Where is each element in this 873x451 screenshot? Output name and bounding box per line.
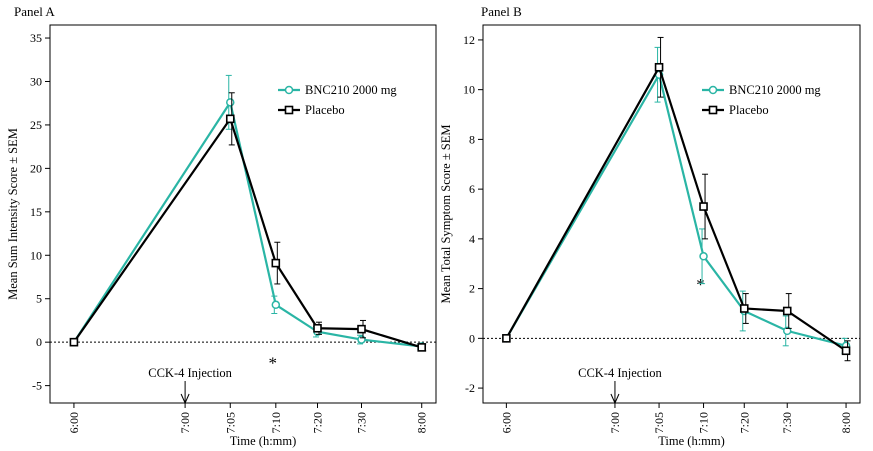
panel-label: Panel B bbox=[481, 4, 522, 19]
data-point bbox=[357, 335, 366, 344]
significance-star: * bbox=[269, 354, 278, 373]
series-line bbox=[505, 71, 847, 347]
y-tick-label: 4 bbox=[469, 232, 475, 246]
data-point bbox=[271, 300, 281, 310]
y-tick-label: 15 bbox=[30, 205, 42, 219]
y-tick-label: 0 bbox=[469, 331, 475, 345]
legend-label: Placebo bbox=[305, 103, 345, 117]
y-tick-label: 12 bbox=[463, 33, 475, 47]
y-tick-label: 10 bbox=[463, 83, 475, 97]
x-tick-label: 7:30 bbox=[355, 412, 369, 433]
series-placebo bbox=[69, 92, 427, 352]
y-tick-label: -5 bbox=[32, 379, 42, 393]
y-tick-label: 20 bbox=[30, 161, 42, 175]
series-line bbox=[73, 116, 423, 349]
y-tick-label: 5 bbox=[36, 292, 42, 306]
x-tick-label: 7:20 bbox=[737, 412, 751, 433]
plot-frame bbox=[482, 24, 861, 404]
data-point bbox=[782, 306, 792, 316]
x-tick-label: 7:00 bbox=[608, 412, 622, 433]
legend-marker bbox=[284, 85, 294, 95]
data-point bbox=[654, 62, 664, 72]
y-tick-label: 30 bbox=[30, 74, 42, 88]
x-tick-label: 7:00 bbox=[178, 412, 192, 433]
legend-label: Placebo bbox=[729, 103, 769, 117]
x-tick-label: 8:00 bbox=[415, 412, 429, 433]
data-point bbox=[225, 114, 235, 124]
data-point bbox=[271, 258, 281, 268]
data-point bbox=[226, 98, 235, 107]
x-tick-label: 7:05 bbox=[652, 412, 666, 433]
injection-arrow-head bbox=[180, 393, 190, 405]
data-point bbox=[699, 252, 708, 261]
legend-entry: BNC210 2000 mg bbox=[702, 83, 821, 97]
x-tick-label: 7:20 bbox=[310, 412, 324, 433]
x-tick-label: 6:00 bbox=[499, 412, 513, 433]
y-tick-label: 10 bbox=[30, 248, 42, 262]
injection-label: CCK-4 Injection bbox=[148, 366, 232, 380]
legend-entry: Placebo bbox=[702, 103, 769, 117]
series-bnc210 bbox=[69, 74, 426, 351]
plot-frame bbox=[49, 24, 437, 404]
significance-star: * bbox=[696, 275, 705, 294]
y-tick-label: 6 bbox=[469, 182, 475, 196]
y-tick-label: 25 bbox=[30, 118, 42, 132]
y-axis-title: Mean Sum Intensity Score ± SEM bbox=[6, 128, 20, 300]
panel-label: Panel A bbox=[14, 4, 55, 19]
data-point bbox=[502, 334, 511, 343]
y-tick-label: 2 bbox=[469, 282, 475, 296]
data-point bbox=[417, 343, 427, 352]
x-tick-label: 6:00 bbox=[67, 412, 81, 433]
data-point bbox=[357, 324, 366, 334]
x-tick-label: 7:10 bbox=[269, 412, 283, 433]
panel-a: Panel A -5 0 5 10 15 20 25 30 35 Mean Sum Intensit… bbox=[6, 4, 437, 448]
injection-arrow-head bbox=[610, 393, 620, 405]
legend-label: BNC210 2000 mg bbox=[729, 83, 821, 97]
legend-marker bbox=[708, 85, 718, 95]
series-placebo bbox=[502, 36, 851, 362]
data-point bbox=[739, 304, 749, 313]
y-tick-label: 8 bbox=[469, 132, 475, 146]
x-tick-label: 8:00 bbox=[839, 412, 853, 433]
x-tick-label: 7:05 bbox=[223, 412, 237, 433]
data-point bbox=[782, 326, 792, 336]
data-point bbox=[69, 337, 79, 347]
y-tick-label: 0 bbox=[36, 335, 42, 349]
y-tick-label: -2 bbox=[465, 381, 475, 395]
panel-b: Panel B -2 0 2 4 6 8 10 12 Mean Total Symptom Sco… bbox=[439, 4, 861, 448]
data-point bbox=[313, 323, 322, 333]
data-point bbox=[699, 202, 708, 211]
legend-marker bbox=[284, 105, 294, 115]
injection-label: CCK-4 Injection bbox=[578, 366, 662, 380]
x-tick-label: 7:30 bbox=[780, 412, 794, 433]
data-point bbox=[841, 346, 851, 356]
x-axis-title: Time (h:mm) bbox=[658, 434, 725, 448]
legend-entry: Placebo bbox=[278, 103, 345, 117]
series-line bbox=[505, 64, 847, 352]
series-line bbox=[73, 99, 422, 348]
legend-entry: BNC210 2000 mg bbox=[278, 83, 397, 97]
x-tick-label: 7:10 bbox=[697, 412, 711, 433]
legend-marker bbox=[708, 105, 718, 115]
y-axis-title: Mean Total Symptom Score ± SEM bbox=[439, 124, 453, 303]
x-axis-title: Time (h:mm) bbox=[230, 434, 297, 448]
legend-label: BNC210 2000 mg bbox=[305, 83, 397, 97]
y-tick-label: 35 bbox=[30, 31, 42, 45]
